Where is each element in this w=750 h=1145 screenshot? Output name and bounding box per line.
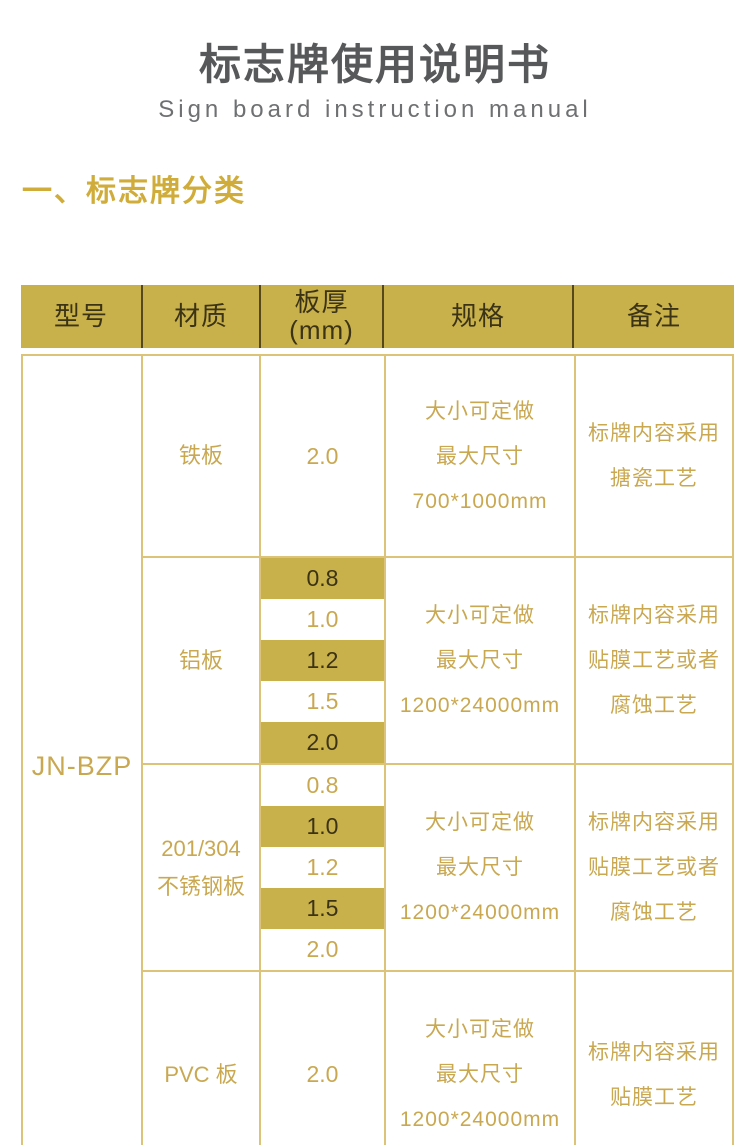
table-row-stainless-steel-plate: 201/304 不锈钢板 0.8 1.0 1.2 1.5 2.0 大小可定做 最… — [143, 763, 732, 970]
remark-line: 腐蚀工艺 — [610, 901, 698, 924]
model-cell: JN-BZP — [23, 356, 143, 1145]
column-header-label: 板厚 — [294, 287, 349, 318]
spec-line: 最大尺寸 — [436, 649, 524, 672]
instruction-manual-page: 标志牌使用说明书 Sign board instruction manual 一… — [0, 41, 750, 1145]
thickness-value: 1.0 — [306, 606, 339, 632]
material-label: 201/304 — [161, 835, 241, 861]
thickness-value: 1.2 — [306, 854, 339, 880]
table-row-aluminum-plate: 铝板 0.8 1.0 1.2 1.5 2.0 大小可定做 最大尺寸 1200*2… — [143, 556, 732, 763]
remark-line: 搪瓷工艺 — [610, 467, 698, 490]
thickness-value: 2.0 — [306, 1061, 339, 1087]
thickness-cell: 2.0 — [261, 356, 386, 556]
spec-cell: 大小可定做 最大尺寸 1200*24000mm — [386, 558, 576, 763]
thickness-value: 0.8 — [261, 558, 384, 599]
remark-line: 标牌内容采用 — [588, 422, 720, 445]
material-cell: 201/304 不锈钢板 — [143, 765, 261, 970]
spec-line: 最大尺寸 — [436, 1063, 524, 1086]
table-header-row: 型号 材质 板厚 (mm) 规格 备注 — [21, 285, 734, 348]
spec-line: 大小可定做 — [425, 811, 535, 834]
material-cell: 铝板 — [143, 558, 261, 763]
thickness-value: 0.8 — [306, 772, 339, 798]
thickness-value: 1.5 — [261, 888, 384, 929]
spec-line: 大小可定做 — [425, 399, 535, 423]
table-sections: 铁板 2.0 大小可定做 最大尺寸 700*1000mm 标牌内容采用 搪瓷工艺 — [143, 356, 732, 1145]
material-label: 不锈钢板 — [156, 873, 245, 899]
remark-line: 标牌内容采用 — [588, 604, 720, 627]
spec-cell: 大小可定做 最大尺寸 700*1000mm — [386, 356, 576, 556]
material-cell: PVC 板 — [143, 972, 261, 1145]
thickness-cell: 0.8 1.0 1.2 1.5 2.0 — [261, 765, 386, 970]
spec-line: 1200*24000mm — [399, 901, 561, 924]
thickness-value: 1.2 — [261, 640, 384, 681]
column-header-remark: 备注 — [572, 285, 734, 348]
thickness-value: 2.0 — [306, 442, 339, 469]
column-header-material: 材质 — [141, 285, 259, 348]
remark-line: 贴膜工艺或者 — [588, 856, 720, 879]
column-header-label: 规格 — [450, 300, 505, 331]
thickness-value: 1.5 — [306, 688, 339, 714]
spec-line: 1200*24000mm — [399, 1108, 561, 1131]
remark-cell: 标牌内容采用 搪瓷工艺 — [576, 356, 732, 556]
remark-cell: 标牌内容采用 贴膜工艺或者 腐蚀工艺 — [576, 765, 732, 970]
thickness-value: 2.0 — [306, 936, 339, 962]
column-header-thickness: 板厚 (mm) — [259, 285, 382, 348]
table-row-pvc-plate: PVC 板 2.0 大小可定做 最大尺寸 1200*24000mm 标牌内容采用… — [143, 970, 732, 1145]
material-label: PVC 板 — [164, 1061, 238, 1087]
column-header-spec: 规格 — [382, 285, 572, 348]
remark-line: 标牌内容采用 — [588, 811, 720, 834]
column-header-label: 备注 — [626, 300, 681, 331]
material-cell: 铁板 — [143, 356, 261, 556]
remark-cell: 标牌内容采用 贴膜工艺或者 腐蚀工艺 — [576, 558, 732, 763]
column-header-label: 型号 — [53, 300, 108, 331]
thickness-cell: 2.0 — [261, 972, 386, 1145]
page-title: 标志牌使用说明书 — [198, 41, 551, 88]
spec-line: 700*1000mm — [412, 489, 548, 513]
thickness-cell: 0.8 1.0 1.2 1.5 2.0 — [261, 558, 386, 763]
column-header-label: 材质 — [173, 300, 228, 331]
spec-cell: 大小可定做 最大尺寸 1200*24000mm — [386, 765, 576, 970]
spec-line: 最大尺寸 — [436, 444, 524, 468]
remark-line: 标牌内容采用 — [588, 1040, 720, 1064]
spec-line: 1200*24000mm — [399, 694, 561, 717]
material-label: 铁板 — [178, 443, 223, 468]
table-body: JN-BZP 铁板 2.0 大小可定做 最大尺寸 700*1000mm — [21, 354, 734, 1145]
remark-cell: 标牌内容采用 贴膜工艺 — [576, 972, 732, 1145]
section-heading-classification: 一、标志牌分类 — [22, 175, 246, 209]
page-subtitle: Sign board instruction manual — [158, 96, 592, 124]
remark-line: 腐蚀工艺 — [610, 694, 698, 717]
remark-line: 贴膜工艺或者 — [588, 649, 720, 672]
spec-line: 大小可定做 — [425, 1018, 535, 1041]
thickness-value: 2.0 — [261, 722, 384, 763]
column-header-model: 型号 — [21, 285, 141, 348]
column-header-unit: (mm) — [289, 314, 354, 345]
spec-cell: 大小可定做 最大尺寸 1200*24000mm — [386, 972, 576, 1145]
thickness-value: 1.0 — [261, 806, 384, 847]
spec-line: 大小可定做 — [425, 604, 535, 627]
classification-table: 型号 材质 板厚 (mm) 规格 备注 JN-BZP — [21, 285, 734, 1145]
spec-line: 最大尺寸 — [436, 856, 524, 879]
material-label: 铝板 — [178, 647, 223, 673]
remark-line: 贴膜工艺 — [610, 1085, 698, 1109]
table-row-iron-plate: 铁板 2.0 大小可定做 最大尺寸 700*1000mm 标牌内容采用 搪瓷工艺 — [143, 356, 732, 556]
